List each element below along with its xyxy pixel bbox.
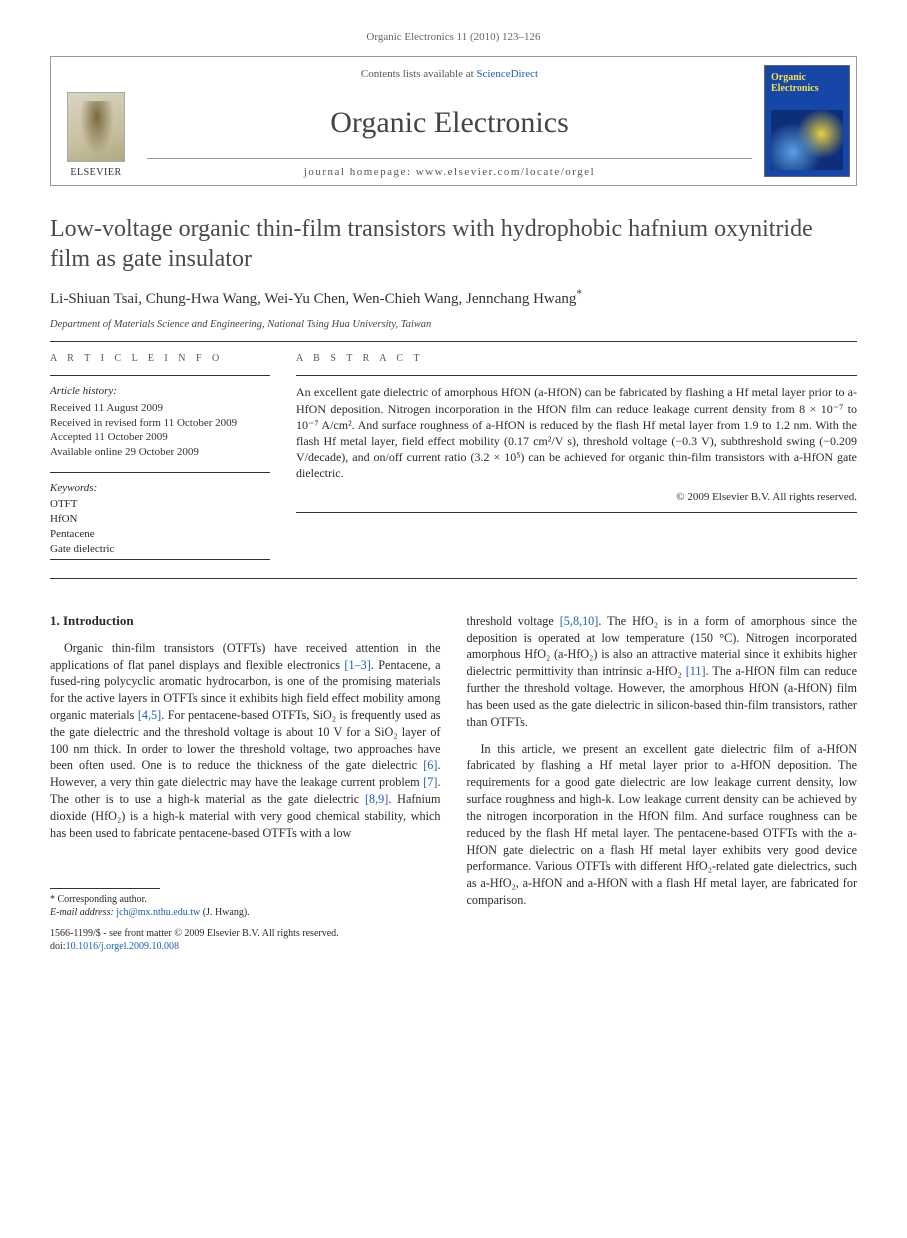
email-line: E-mail address: jch@mx.nthu.edu.tw (J. H… [50, 906, 441, 919]
doi-label: doi: [50, 941, 66, 952]
intro-paragraph-1-cont: threshold voltage [5,8,10]. The HfO₂ is … [467, 613, 858, 731]
kw-end-rule [50, 559, 270, 560]
right-column: threshold voltage [5,8,10]. The HfO₂ is … [467, 613, 858, 953]
divider-rule-2 [50, 578, 857, 579]
ref-1-3[interactable]: [1–3] [344, 658, 370, 672]
authors-text: Li-Shiuan Tsai, Chung-Hwa Wang, Wei-Yu C… [50, 291, 576, 307]
publisher-name: ELSEVIER [70, 166, 121, 179]
info-rule [50, 375, 270, 376]
history-lines: Received 11 August 2009 Received in revi… [50, 401, 270, 460]
publisher-logo-block: ELSEVIER [51, 57, 141, 185]
cover-thumb-block: Organic Electronics [758, 57, 856, 185]
footnote-rule [50, 888, 160, 889]
section-1-heading: 1. Introduction [50, 613, 441, 630]
affiliation-line: Department of Materials Science and Engi… [50, 318, 857, 332]
corresponding-author-line: * Corresponding author. [50, 893, 441, 906]
history-title: Article history: [50, 384, 270, 398]
corresponding-email-link[interactable]: jch@mx.nthu.edu.tw [116, 907, 200, 918]
contents-prefix: Contents lists available at [361, 68, 476, 80]
ref-7[interactable]: [7] [423, 775, 437, 789]
footnote-block: * Corresponding author. E-mail address: … [50, 888, 441, 953]
intro-paragraph-1: Organic thin-film transistors (OTFTs) ha… [50, 640, 441, 842]
journal-banner: ELSEVIER Contents lists available at Sci… [50, 56, 857, 186]
abstract-label: A B S T R A C T [296, 352, 857, 365]
copyright-line: © 2009 Elsevier B.V. All rights reserved… [296, 490, 857, 504]
kw-rule [50, 472, 270, 473]
front-matter-line: 1566-1199/$ - see front matter © 2009 El… [50, 927, 441, 940]
journal-homepage-line: journal homepage: www.elsevier.com/locat… [147, 158, 752, 179]
email-suffix: (J. Hwang). [200, 907, 249, 918]
page-running-header: Organic Electronics 11 (2010) 123–126 [50, 30, 857, 44]
doi-line: doi:10.1016/j.orgel.2009.10.008 [50, 940, 441, 953]
divider-rule [50, 341, 857, 342]
intro-paragraph-2: In this article, we present an excellent… [467, 741, 858, 909]
author-list: Li-Shiuan Tsai, Chung-Hwa Wang, Wei-Yu C… [50, 290, 857, 310]
article-title: Low-voltage organic thin-film transistor… [50, 214, 857, 274]
ref-8-9[interactable]: [8,9] [365, 792, 388, 806]
journal-title: Organic Electronics [330, 103, 569, 142]
article-info-block: A R T I C L E I N F O Article history: R… [50, 352, 270, 567]
ref-11[interactable]: [11] [686, 664, 706, 678]
body-columns: 1. Introduction Organic thin-film transi… [50, 613, 857, 953]
doi-link[interactable]: 10.1016/j.orgel.2009.10.008 [66, 941, 179, 952]
email-label: E-mail address: [50, 907, 116, 918]
banner-center: Contents lists available at ScienceDirec… [141, 57, 758, 185]
left-column: 1. Introduction Organic thin-film transi… [50, 613, 441, 953]
cover-art-icon [771, 110, 843, 170]
keywords-list: OTFT HfON Pentacene Gate dielectric [50, 497, 270, 556]
corresponding-mark: * [576, 288, 582, 300]
article-info-label: A R T I C L E I N F O [50, 352, 270, 365]
ref-4-5[interactable]: [4,5] [138, 708, 161, 722]
ref-5-8-10[interactable]: [5,8,10] [560, 614, 599, 628]
ref-6[interactable]: [6] [423, 758, 437, 772]
p2a: threshold voltage [467, 614, 560, 628]
abs-rule [296, 375, 857, 376]
keywords-title: Keywords: [50, 481, 270, 495]
abs-end-rule [296, 512, 857, 513]
contents-available-line: Contents lists available at ScienceDirec… [361, 67, 538, 81]
sciencedirect-link[interactable]: ScienceDirect [476, 68, 538, 80]
abstract-block: A B S T R A C T An excellent gate dielec… [296, 352, 857, 567]
abstract-text: An excellent gate dielectric of amorphou… [296, 384, 857, 481]
journal-cover-icon: Organic Electronics [764, 65, 850, 177]
cover-word-1: Organic [771, 72, 806, 83]
elsevier-tree-icon [67, 92, 125, 162]
meta-row: A R T I C L E I N F O Article history: R… [50, 352, 857, 567]
cover-word-2: Electronics [771, 83, 819, 94]
